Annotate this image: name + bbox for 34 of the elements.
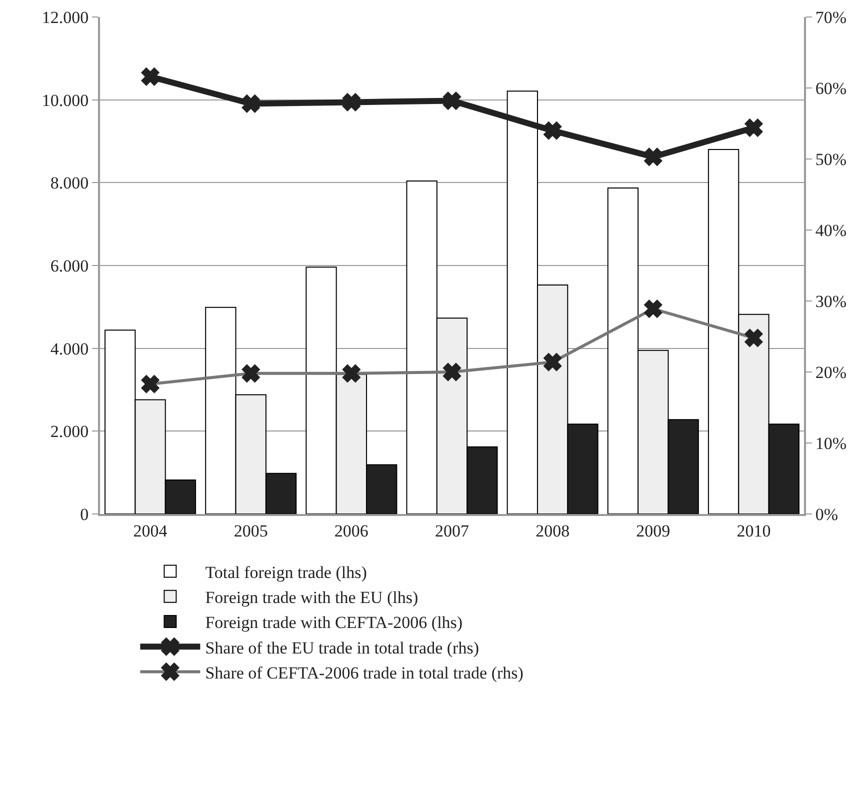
x-tick-label: 2007 — [435, 521, 470, 540]
y2-tick-label: 10% — [815, 434, 847, 453]
y-tick-label: 2.000 — [50, 422, 89, 442]
point — [744, 118, 763, 137]
legend-label: Share of CEFTA-2006 trade in total trade (rhs) — [205, 663, 524, 682]
point — [644, 148, 662, 166]
legend-label: Share of the EU trade in total trade (rhs) — [205, 638, 479, 658]
y2-tick-label: 50% — [815, 150, 847, 169]
y2-tick-label: 20% — [815, 362, 847, 382]
x-tick-label: 2009 — [636, 521, 670, 540]
point — [141, 68, 160, 86]
y2-tick-label: 70% — [815, 8, 847, 27]
y2-tick-label: 0% — [815, 504, 838, 524]
x-tick-label: 2005 — [234, 521, 268, 540]
x-tick-label: 2004 — [133, 521, 168, 540]
y2-tick-label: 60% — [815, 78, 847, 98]
legend-label: Foreign trade with CEFTA-2006 (lhs) — [205, 613, 463, 632]
legend-label: Total foreign trade (lhs) — [205, 562, 367, 582]
point — [544, 122, 562, 140]
legend-label: Foreign trade with the EU (lhs) — [205, 588, 418, 608]
y-tick-label: 4.000 — [50, 339, 89, 358]
y-tick-label: 0 — [80, 504, 89, 524]
y-tick-label: 6.000 — [50, 256, 89, 276]
y2-tick-label: 40% — [815, 220, 847, 240]
x-tick-label: 2008 — [536, 521, 570, 540]
y2-tick-label: 30% — [815, 292, 847, 311]
y-tick-label: 8.000 — [50, 174, 89, 193]
y-tick-label: 12.000 — [42, 8, 89, 27]
y-tick-label: 10.000 — [42, 90, 89, 110]
point — [242, 94, 260, 113]
point — [342, 93, 360, 112]
x-tick-label: 2006 — [334, 521, 368, 540]
point — [443, 92, 461, 110]
x-tick-label: 2010 — [736, 521, 771, 540]
